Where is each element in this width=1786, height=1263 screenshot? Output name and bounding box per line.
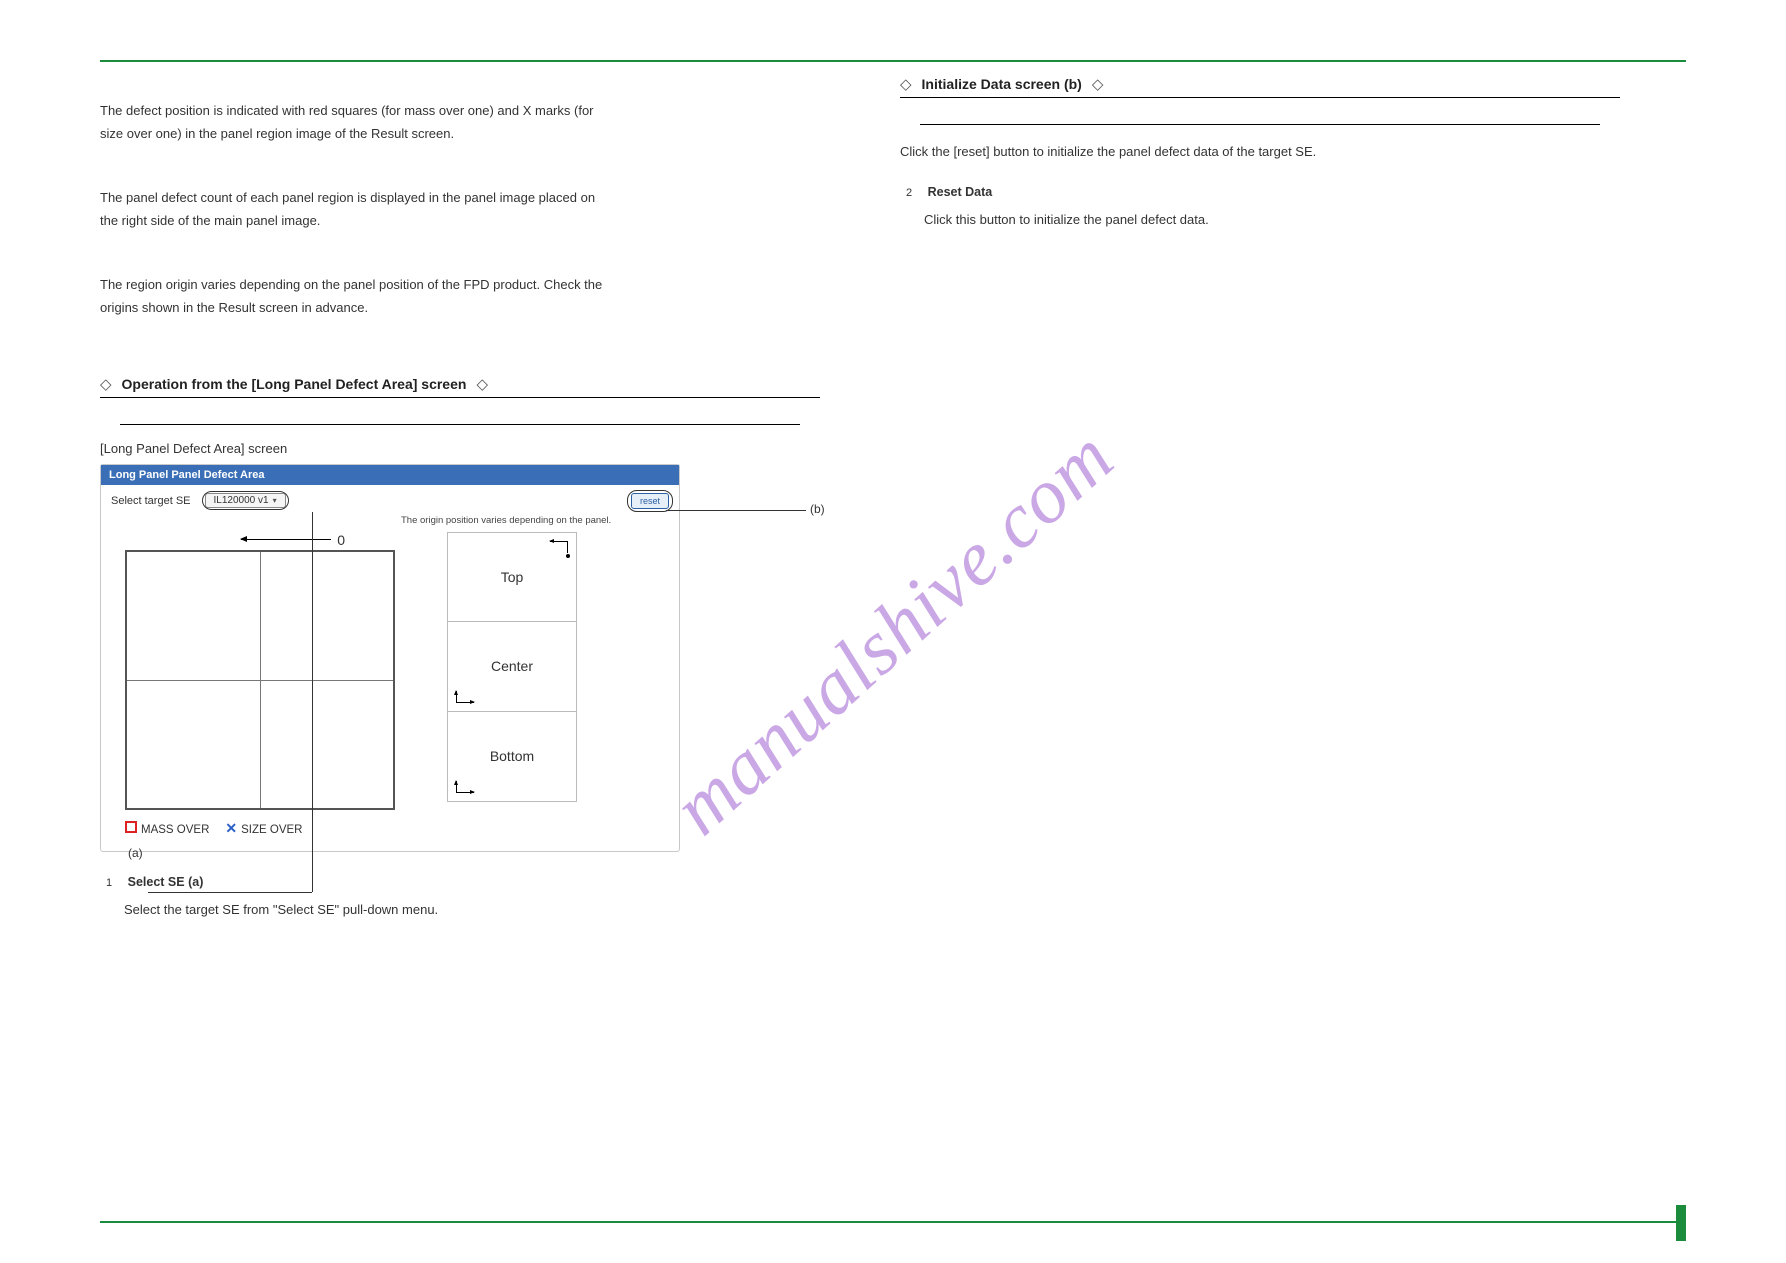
screenshot-caption: [Long Panel Defect Area] screen <box>100 441 820 456</box>
callout-a-label: (a) <box>128 846 143 860</box>
origin-arrows-top <box>546 541 568 555</box>
step-1-row: 1 Select SE (a) <box>100 874 820 893</box>
legend: MASS OVER ✕ SIZE OVER <box>125 820 425 837</box>
section-underline-right <box>920 124 1600 125</box>
callout-circle-b <box>627 490 673 512</box>
step-2-row: 2 Reset Data <box>900 184 1620 203</box>
origin-arrows-center <box>456 689 478 703</box>
section-heading-left: ◇ Operation from the [Long Panel Defect … <box>100 375 820 398</box>
step-1-label: Select SE (a) <box>128 875 204 889</box>
side-panels-column: Top Center Bottom <box>447 532 577 802</box>
intro-line-5: The region origin varies depending on th… <box>100 274 820 295</box>
diamond-icon: ◇ <box>476 375 488 393</box>
shot-titlebar: Long Panel Panel Defect Area <box>101 465 679 485</box>
origin-note: The origin position varies depending on … <box>401 515 679 526</box>
panel-cell-top: Top <box>448 532 576 622</box>
right-body-text: Click the [reset] button to initialize t… <box>900 141 1620 162</box>
mass-over-icon <box>125 821 137 833</box>
step-2-text: Click this button to initialize the pane… <box>924 209 1620 230</box>
intro-line-3: The panel defect count of each panel reg… <box>100 187 820 208</box>
section-underline <box>120 424 800 425</box>
leader-line-a-h <box>148 892 312 893</box>
leader-line-a <box>312 512 313 892</box>
panel-grid-block: 0 MASS OVER ✕ SIZE OVER <box>125 532 425 837</box>
panel-cell-bottom: Bottom <box>448 712 576 802</box>
section-title-left: Operation from the [Long Panel Defect Ar… <box>122 376 467 392</box>
panel-region-grid <box>125 550 395 810</box>
legend-size-label: SIZE OVER <box>241 824 302 836</box>
page-edge-tab <box>1676 1205 1686 1241</box>
bottom-rule-container <box>100 1221 1686 1223</box>
callout-b-label: (b) <box>810 502 825 516</box>
step-2-label: Reset Data <box>928 185 993 199</box>
step-1-text: Select the target SE from "Select SE" pu… <box>124 899 820 920</box>
arrow-left-icon <box>241 539 331 540</box>
callout-circle-a <box>202 491 289 510</box>
diamond-icon: ◇ <box>100 375 112 393</box>
origin-arrows-bottom <box>456 779 478 793</box>
intro-line-6: origins shown in the Result screen in ad… <box>100 297 820 318</box>
intro-line-4: the right side of the main panel image. <box>100 210 820 231</box>
step-1-number: 1 <box>100 875 118 893</box>
step-2-number: 2 <box>900 185 918 203</box>
bottom-rule <box>100 1221 1686 1223</box>
intro-line-2: size over one) in the panel region image… <box>100 123 820 144</box>
section-heading-right: ◇ Initialize Data screen (b) ◇ <box>900 75 1620 98</box>
diamond-icon: ◇ <box>1092 75 1104 93</box>
intro-line-1: The defect position is indicated with re… <box>100 100 820 121</box>
right-column: ◇ Initialize Data screen (b) ◇ Click the… <box>900 75 1620 245</box>
leader-line-b <box>666 510 806 511</box>
select-se-dropdown[interactable]: IL120000 v1 ▾ <box>205 493 286 508</box>
left-column: The defect position is indicated with re… <box>100 100 820 934</box>
section-title-right: Initialize Data screen (b) <box>922 76 1082 92</box>
select-label: Select target SE <box>111 495 191 507</box>
panel-cell-center: Center <box>448 622 576 712</box>
diamond-icon: ◇ <box>900 75 912 93</box>
origin-zero: 0 <box>125 532 425 548</box>
embedded-screenshot: Long Panel Panel Defect Area Select targ… <box>100 464 680 852</box>
size-over-icon: ✕ <box>225 820 237 836</box>
top-rule <box>100 60 1686 62</box>
legend-mass-label: MASS OVER <box>141 824 209 836</box>
shot-select-row: Select target SE IL120000 v1 ▾ reset <box>101 485 679 513</box>
